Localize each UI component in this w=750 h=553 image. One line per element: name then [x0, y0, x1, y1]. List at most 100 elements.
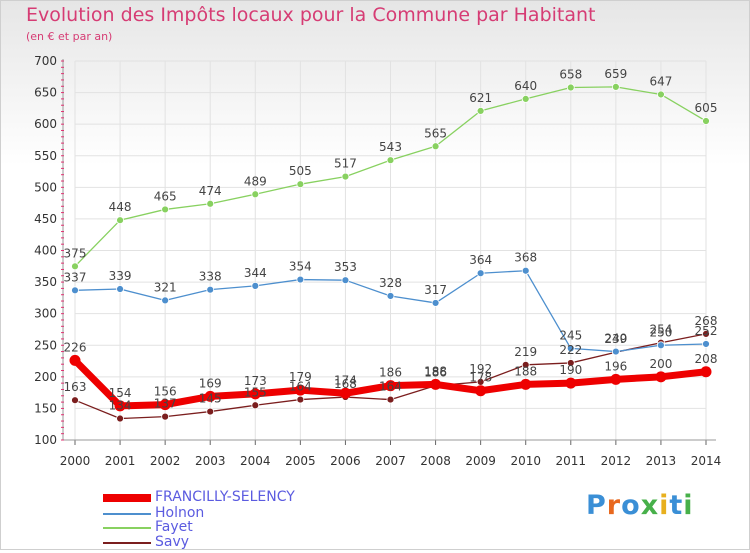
data-label: 188 — [424, 364, 447, 378]
data-label: 179 — [289, 370, 312, 384]
y-tick-label: 200 — [34, 370, 57, 384]
data-point — [386, 395, 395, 404]
data-label: 188 — [514, 364, 537, 378]
y-tick-label: 700 — [34, 54, 57, 68]
data-label: 200 — [649, 357, 672, 371]
data-point — [161, 296, 170, 305]
data-point — [566, 344, 575, 353]
data-point — [341, 276, 350, 285]
y-tick-label: 300 — [34, 307, 57, 321]
data-label: 169 — [199, 376, 222, 390]
data-point — [71, 396, 79, 405]
data-label: 219 — [514, 345, 537, 359]
chart-subtitle: (en € et par an) — [26, 30, 113, 43]
data-point — [521, 266, 530, 275]
logo-letter: P — [586, 490, 607, 521]
data-point — [611, 347, 620, 356]
data-point — [700, 366, 712, 378]
legend-swatch — [103, 527, 151, 529]
proxiti-logo: Proxiti — [586, 490, 694, 521]
data-point — [114, 400, 126, 412]
y-tick-label: 650 — [34, 86, 57, 100]
y-tick-label: 450 — [34, 212, 57, 226]
data-label: 344 — [244, 266, 267, 280]
x-tick-label: 2007 — [375, 454, 406, 468]
x-tick-label: 2005 — [285, 454, 316, 468]
y-tick-label: 400 — [34, 244, 57, 258]
x-tick-label: 2013 — [646, 454, 677, 468]
grid — [74, 60, 707, 441]
data-point — [251, 281, 260, 290]
logo-letter: i — [683, 490, 694, 521]
x-tick-label: 2006 — [330, 454, 361, 468]
data-label: 364 — [469, 253, 492, 267]
data-label: 245 — [559, 328, 582, 342]
data-label: 659 — [604, 67, 627, 81]
legend-label: Savy — [155, 534, 190, 550]
y-tick-label: 550 — [34, 149, 57, 163]
data-label: 474 — [199, 184, 222, 198]
data-label: 250 — [649, 325, 672, 339]
y-tick-label: 500 — [34, 180, 57, 194]
data-point — [206, 199, 215, 208]
x-tick-label: 2010 — [510, 454, 541, 468]
data-label: 605 — [695, 101, 718, 115]
data-label: 448 — [109, 200, 132, 214]
data-label: 489 — [244, 174, 267, 188]
data-label: 621 — [469, 91, 492, 105]
y-tick-label: 150 — [34, 401, 57, 415]
data-label: 375 — [64, 246, 87, 260]
data-label: 222 — [559, 343, 582, 357]
x-tick-label: 2001 — [105, 454, 136, 468]
data-label: 155 — [244, 385, 267, 399]
data-label: 338 — [199, 270, 222, 284]
data-point — [657, 341, 665, 350]
data-point — [206, 285, 215, 294]
series — [69, 82, 712, 423]
legend-swatch — [103, 542, 151, 544]
data-point — [296, 180, 305, 189]
data-point — [431, 142, 440, 151]
data-point — [206, 407, 215, 416]
data-label: 190 — [559, 363, 582, 377]
data-point — [71, 286, 79, 295]
data-label: 137 — [154, 397, 177, 411]
data-point — [655, 371, 667, 383]
data-point — [251, 401, 260, 410]
data-point — [430, 378, 442, 390]
data-point — [520, 378, 532, 390]
data-label: 134 — [109, 399, 132, 413]
data-label: 337 — [64, 270, 87, 284]
data-label: 186 — [379, 366, 402, 380]
data-point — [431, 299, 440, 307]
data-label: 240 — [604, 332, 627, 346]
data-label: 353 — [334, 260, 357, 274]
data-label: 178 — [469, 371, 492, 385]
data-point — [161, 205, 170, 214]
x-tick-label: 2004 — [240, 454, 271, 468]
data-label: 186 — [424, 366, 447, 380]
data-label: 164 — [379, 380, 402, 394]
data-point — [476, 107, 485, 115]
x-tick-label: 2008 — [420, 454, 451, 468]
x-tick-label: 2009 — [465, 454, 496, 468]
data-label: 196 — [604, 359, 627, 373]
data-label: 252 — [695, 324, 718, 338]
legend-label: Fayet — [155, 519, 193, 535]
data-label: 368 — [514, 251, 537, 265]
data-label: 226 — [64, 340, 87, 354]
logo-letter: o — [621, 490, 641, 521]
data-point — [702, 117, 710, 125]
data-point — [702, 340, 710, 348]
data-label: 647 — [649, 74, 672, 88]
data-point — [116, 414, 124, 423]
data-point — [204, 390, 216, 402]
data-point — [566, 83, 575, 92]
data-point — [69, 354, 81, 366]
data-label: 173 — [244, 374, 267, 388]
logo-letter: t — [669, 490, 684, 521]
data-label: 505 — [289, 164, 312, 178]
x-tick-label: 2011 — [556, 454, 587, 468]
data-label: 465 — [154, 189, 177, 203]
